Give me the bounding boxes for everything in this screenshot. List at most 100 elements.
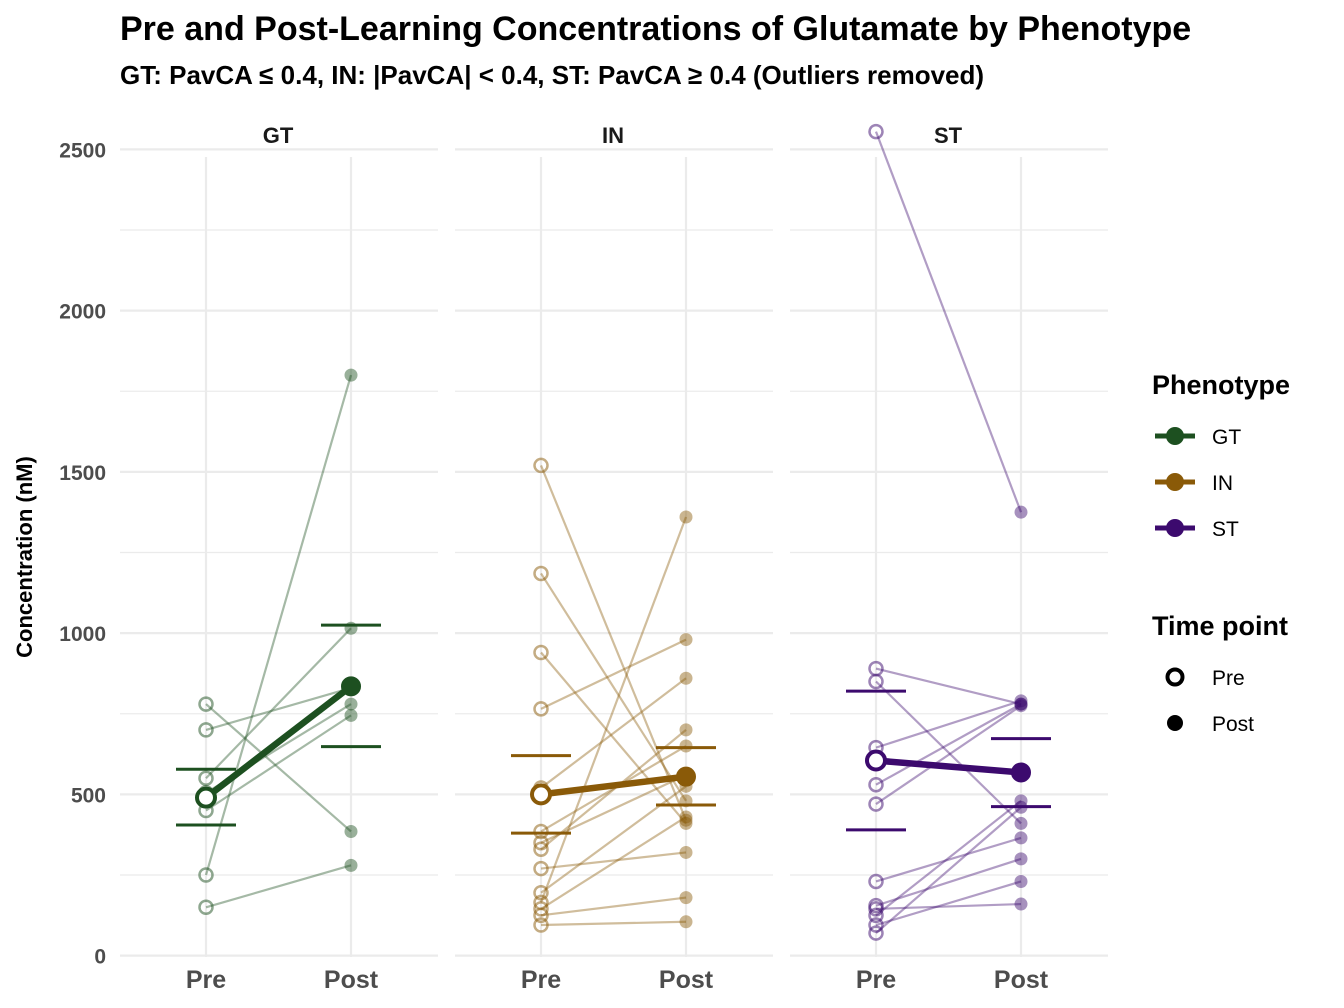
x-tick-label: Pre (856, 966, 896, 994)
panel-strip-label: ST (934, 123, 963, 148)
panel-strip-label: GT (263, 123, 294, 148)
panel-strip-label: IN (602, 123, 624, 148)
grid-layer (120, 148, 1108, 957)
post-point (679, 633, 693, 647)
pre-point (868, 925, 884, 941)
y-axis-label: Concentration (nM) (12, 456, 37, 658)
individual-line (205, 714, 352, 812)
legend-label: ST (1212, 518, 1239, 541)
post-point (1014, 816, 1028, 830)
pre-point (533, 885, 549, 901)
post-point (679, 915, 693, 929)
pre-point (533, 835, 549, 851)
data-layer (176, 123, 1051, 941)
pre-point (533, 860, 549, 877)
post-point (1014, 852, 1028, 866)
individual-line (875, 703, 1022, 786)
individual-line (540, 851, 687, 870)
pre-point (533, 565, 549, 582)
mean-pre-point (530, 783, 552, 806)
individual-line (540, 774, 687, 844)
pre-point (868, 796, 884, 812)
mean-line (540, 773, 687, 798)
individual-line (539, 465, 688, 821)
individual-line (539, 516, 688, 903)
post-point (344, 697, 358, 711)
individual-line (540, 785, 687, 894)
individual-line (875, 880, 1022, 927)
individual-line (205, 703, 352, 833)
post-point (344, 858, 358, 872)
post-point (1014, 897, 1028, 911)
individual-line (875, 704, 1022, 805)
individual-line (205, 627, 352, 780)
individual-line (875, 857, 1022, 907)
mean-post-point (1011, 762, 1031, 783)
post-point (679, 671, 693, 685)
legend-key-point (1166, 519, 1184, 537)
pre-point (533, 644, 549, 661)
post-point (679, 510, 693, 524)
individual-line (875, 699, 1022, 749)
y-tick-label: 2500 (59, 139, 106, 162)
pre-point (533, 841, 549, 857)
individual-line (540, 651, 687, 825)
individual-line (875, 667, 1022, 706)
individual-line (204, 374, 353, 876)
pre-point (533, 701, 549, 717)
post-point (1014, 831, 1028, 845)
legend-label: Pre (1212, 667, 1245, 690)
x-tick-label: Post (994, 966, 1049, 994)
mean-line (204, 683, 353, 801)
post-point (1014, 794, 1028, 808)
legend-label: IN (1212, 472, 1233, 495)
individual-line (540, 896, 687, 917)
post-point (679, 810, 693, 824)
x-tick-label: Post (659, 966, 714, 994)
chart-subtitle: GT: PavCA ≤ 0.4, IN: |PavCA| < 0.4, ST: … (120, 60, 985, 90)
chart-title: Pre and Post-Learning Concentrations of … (120, 10, 1192, 48)
individual-line (875, 806, 1022, 934)
individual-line (874, 131, 1023, 513)
legend-title-phenotype: Phenotype (1152, 370, 1290, 400)
pre-point (533, 907, 549, 924)
pre-point (868, 776, 884, 793)
individual-line (875, 799, 1022, 917)
legend-key-point (1165, 667, 1185, 687)
legend-title-timepoint: Time point (1152, 611, 1288, 641)
post-point (1014, 874, 1028, 888)
post-point (679, 816, 693, 830)
pre-point (868, 907, 884, 924)
individual-line (540, 816, 687, 910)
y-tick-label: 1000 (59, 623, 106, 646)
pre-point (198, 722, 214, 738)
pre-point (868, 901, 884, 917)
legend-label: Post (1212, 713, 1254, 736)
y-tick-label: 0 (94, 946, 106, 969)
individual-line (875, 680, 1022, 825)
pre-point (533, 823, 549, 840)
pre-point (198, 696, 214, 712)
individual-line (540, 572, 687, 802)
post-point (1014, 697, 1028, 711)
individual-line (540, 920, 687, 927)
post-point (1014, 697, 1028, 711)
pre-point (868, 673, 884, 690)
mean-post-point (341, 676, 361, 697)
x-tick-label: Pre (521, 966, 561, 994)
legend: Phenotype GT IN ST Time point Pre Post (1152, 370, 1290, 736)
individual-line (540, 638, 687, 710)
pre-point (198, 899, 214, 916)
pre-point (533, 917, 549, 933)
post-point (344, 708, 358, 722)
individual-line (875, 836, 1022, 883)
post-point (679, 739, 693, 753)
legend-key-point (1166, 427, 1184, 445)
mean-post-point (676, 766, 696, 787)
individual-line (875, 902, 1022, 910)
post-point (679, 813, 693, 827)
pre-point (533, 901, 549, 917)
legend-key-point (1167, 715, 1183, 731)
post-point (1014, 699, 1028, 713)
post-point (679, 845, 693, 859)
